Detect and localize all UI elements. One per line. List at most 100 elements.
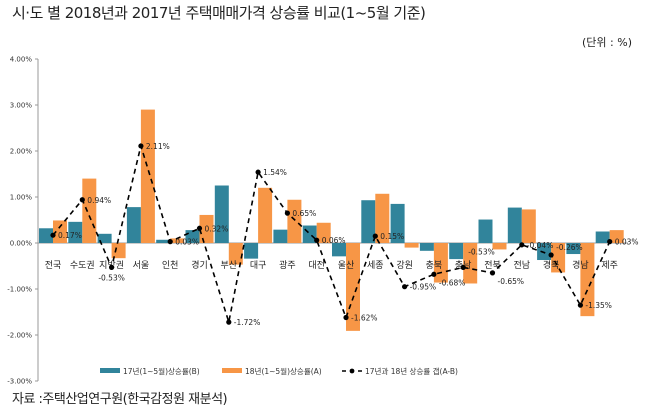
gap-point (460, 264, 466, 270)
gap-data-label: 0.32% (205, 224, 229, 233)
y-tick-label: -1.00% (7, 286, 32, 294)
unit-label: (단위 : %) (582, 36, 632, 49)
bar-18 (551, 243, 566, 273)
category-label: 광주 (279, 259, 296, 271)
bar-17 (214, 185, 229, 243)
bar-17 (273, 229, 288, 243)
gap-point (196, 225, 203, 231)
gap-data-label: -0.68% (439, 278, 466, 287)
bar-17 (185, 230, 200, 243)
y-tick-label: 4.00% (10, 56, 33, 64)
gap-point (314, 237, 320, 243)
category-label: 부산 (221, 260, 238, 271)
bar-18 (521, 209, 536, 243)
category-label: 인천 (162, 260, 179, 271)
category-label: 대구 (250, 260, 267, 271)
bar-18 (53, 220, 67, 243)
gap-point (489, 270, 496, 276)
gap-point (167, 239, 173, 245)
gap-point (50, 232, 56, 238)
y-tick-label: 3.00% (10, 102, 33, 110)
bar-18 (170, 238, 185, 243)
bar-18 (199, 214, 214, 243)
bar-17 (97, 233, 112, 243)
category-label: 전북 (484, 260, 501, 271)
bar-17 (332, 243, 346, 257)
gap-point (343, 314, 349, 321)
bar-17 (566, 243, 581, 255)
gap-point (577, 302, 584, 308)
legend-marker-gap (349, 368, 355, 374)
category-label: 전남 (514, 260, 531, 271)
gap-point (431, 271, 437, 277)
bar-17 (244, 243, 259, 259)
gap-data-label: -1.35% (585, 301, 612, 310)
bar-17 (478, 219, 493, 243)
gap-data-label: -1.72% (234, 318, 261, 327)
bar-18 (111, 243, 126, 259)
gap-point (372, 233, 378, 239)
bar-17 (126, 207, 141, 243)
category-label: 서울 (133, 260, 150, 271)
source-note: 자료 :주택산업연구원(한국감정원 재분석) (12, 392, 228, 407)
bar-17 (537, 243, 552, 261)
y-tick-label: 0.00% (10, 240, 33, 248)
category-label: 대전 (308, 260, 325, 271)
bar-18 (609, 230, 624, 243)
gap-data-label: 2.11% (146, 142, 170, 151)
bar-18 (287, 199, 302, 243)
bar-18 (82, 178, 97, 243)
category-label: 울산 (338, 260, 355, 271)
category-label: 전국 (45, 260, 62, 271)
gap-data-label: 0.94% (87, 196, 111, 205)
gap-data-label: -0.04% (527, 241, 554, 250)
category-label: 경기 (191, 259, 208, 271)
bar-18 (404, 243, 419, 248)
category-label: 수도권 (70, 259, 95, 271)
chart-title: 시·도 별 2018년과 2017년 주택매매가격 상승률 비교(1~5월 기준… (12, 4, 426, 22)
gap-data-label: -0.65% (498, 277, 525, 286)
gap-point (79, 197, 85, 203)
gap-data-label: 0.03% (615, 238, 639, 247)
gap-point (519, 242, 525, 248)
bar-17 (419, 243, 434, 251)
legend-swatch-17 (100, 368, 120, 373)
bar-18 (492, 243, 507, 250)
category-label: 세종 (367, 260, 384, 271)
gap-data-label: 0.06% (322, 236, 346, 245)
gap-point (284, 210, 290, 216)
gap-data-label: 0.15% (380, 232, 404, 241)
gap-point (402, 284, 408, 290)
bar-17 (156, 239, 171, 243)
category-label: 경남 (572, 259, 589, 271)
gap-point (607, 239, 613, 245)
bar-18 (140, 109, 155, 243)
bar-18 (580, 243, 595, 317)
y-tick-label: 1.00% (10, 194, 33, 202)
gap-point (548, 252, 554, 258)
gap-data-label: 1.54% (263, 168, 287, 177)
bar-17 (449, 243, 464, 260)
legend-label-17: 17년(1~5월)상승률(B) (123, 366, 200, 376)
bar-17 (595, 231, 610, 243)
bar-17 (39, 228, 53, 243)
gap-data-label: -0.95% (410, 283, 437, 292)
gap-point (138, 143, 144, 149)
y-tick-label: 2.00% (10, 148, 33, 156)
bar-18 (258, 187, 273, 243)
legend-label-18: 18년(1~5월)상승률(A) (245, 366, 322, 376)
gap-point (226, 319, 232, 325)
bar-17 (361, 200, 376, 243)
gap-data-label: 0.65% (292, 209, 316, 218)
gap-point (109, 264, 115, 270)
category-label: 충북 (426, 260, 443, 271)
category-label: 강원 (396, 260, 413, 271)
legend-swatch-18 (222, 368, 242, 373)
bar-18 (375, 193, 390, 243)
category-label: 제주 (601, 260, 618, 271)
gap-data-label: 0.03% (175, 238, 199, 247)
legend-label-gap: 17년과 18년 상승률 갭(A-B) (365, 366, 458, 376)
bar-18 (463, 243, 478, 284)
